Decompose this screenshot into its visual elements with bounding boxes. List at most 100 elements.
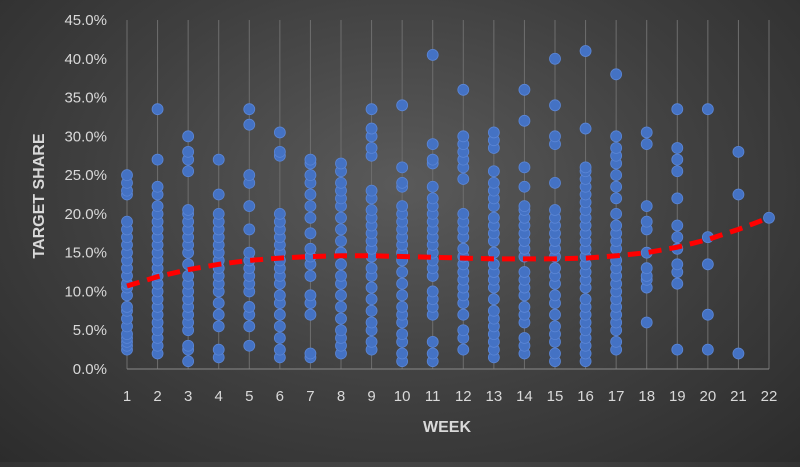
y-tick-label: 5.0% [73, 322, 107, 339]
data-point [701, 103, 714, 116]
data-point [335, 211, 347, 224]
data-point [518, 161, 531, 174]
data-point [549, 289, 561, 302]
data-point [518, 114, 531, 127]
data-point [671, 192, 684, 205]
data-point [151, 103, 164, 116]
data-point [457, 207, 470, 220]
data-point [273, 126, 286, 139]
x-tick-label: 21 [730, 388, 747, 405]
data-point [671, 153, 684, 166]
data-point [610, 142, 623, 154]
data-point [335, 223, 347, 236]
data-point [273, 308, 286, 321]
data-point [396, 277, 409, 290]
data-point [365, 316, 378, 329]
data-point [610, 130, 623, 143]
data-point [610, 219, 623, 232]
data-point [487, 211, 500, 224]
data-point [304, 347, 317, 360]
data-point [487, 126, 500, 139]
data-point [335, 312, 347, 325]
data-point [579, 122, 592, 135]
data-point [273, 207, 286, 220]
data-point [701, 308, 714, 321]
data-point [335, 301, 347, 313]
data-point [457, 130, 470, 143]
x-tick-label: 19 [669, 388, 686, 405]
data-point [335, 258, 347, 271]
data-point [610, 180, 623, 193]
data-point [212, 297, 225, 309]
x-tick-label: 16 [577, 388, 594, 405]
data-point [671, 231, 684, 244]
data-point [365, 103, 378, 116]
x-tick-label: 14 [516, 388, 533, 405]
data-point [365, 281, 378, 294]
data-point [426, 138, 439, 150]
data-point [396, 200, 409, 213]
data-point [243, 169, 256, 182]
data-point [640, 138, 653, 150]
data-point [243, 246, 256, 259]
data-point [549, 347, 561, 360]
data-point [610, 169, 623, 182]
data-point [457, 173, 470, 185]
data-point [365, 304, 378, 317]
tick-labels: 1 2 3 4 5 6 7 8 9 10 11 12 13 14 15 16 17 18 19 20 21 220.0%5… [64, 12, 777, 405]
data-points [121, 45, 775, 368]
data-point [518, 180, 531, 193]
x-tick-label: 11 [425, 388, 441, 405]
data-point [212, 320, 225, 333]
data-point [549, 262, 561, 275]
data-point [457, 324, 470, 337]
y-tick-label: 45.0% [64, 12, 107, 29]
y-tick-label: 10.0% [64, 283, 107, 300]
data-point [671, 258, 684, 271]
data-point [549, 320, 561, 333]
data-point [304, 270, 317, 282]
x-axis-title: WEEK [423, 419, 471, 436]
x-tick-label: 10 [394, 388, 411, 405]
data-point [518, 266, 531, 278]
data-point [396, 301, 409, 313]
data-point [426, 192, 439, 205]
data-point [365, 293, 378, 306]
data-point [212, 153, 225, 166]
data-point [151, 200, 164, 213]
data-point [243, 223, 256, 236]
data-point [151, 153, 164, 166]
data-point [212, 207, 225, 220]
data-point [243, 320, 256, 333]
data-point [396, 289, 409, 302]
data-point [304, 211, 317, 224]
data-point [212, 343, 225, 356]
y-tick-label: 30.0% [64, 128, 107, 145]
data-point [732, 188, 745, 201]
data-point [273, 343, 286, 356]
x-tick-label: 8 [337, 388, 345, 405]
x-tick-label: 12 [455, 388, 472, 405]
data-point [549, 176, 561, 189]
data-point [671, 343, 684, 356]
data-point [701, 343, 714, 356]
data-point [610, 207, 623, 220]
data-point [212, 308, 225, 321]
data-point [426, 335, 439, 348]
x-tick-label: 17 [608, 388, 625, 405]
data-point [640, 215, 653, 228]
data-point [487, 304, 500, 317]
trendline-layer [126, 215, 770, 289]
data-point [304, 153, 317, 166]
data-point [243, 200, 256, 213]
y-tick-label: 0.0% [73, 361, 107, 378]
x-tick-label: 9 [367, 388, 375, 405]
data-point [396, 328, 409, 341]
data-point [487, 165, 500, 178]
data-point [549, 130, 561, 143]
data-point [518, 301, 531, 313]
data-point [518, 200, 531, 213]
data-point [579, 293, 592, 306]
y-axis-title: TARGET SHARE [31, 133, 48, 258]
